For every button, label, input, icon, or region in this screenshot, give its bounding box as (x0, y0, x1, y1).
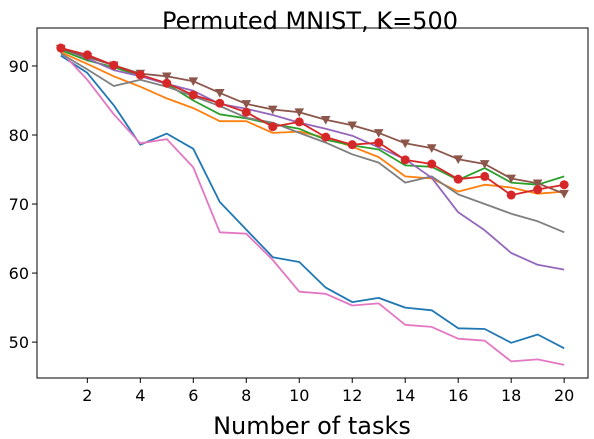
series-7-point (294, 108, 305, 118)
series-8-point (374, 138, 384, 148)
y-axis: 50 60 70 80 90 (9, 57, 37, 352)
series-line-6 (60, 47, 565, 271)
series-8-point (400, 155, 410, 165)
series-8-point (453, 174, 463, 184)
series-7-point (426, 144, 437, 153)
x-tick-label: 6 (188, 386, 198, 405)
y-tick-label: 60 (9, 264, 29, 283)
series-line-2 (60, 50, 565, 366)
series-8-point (215, 98, 225, 108)
series-8-point (294, 117, 304, 127)
y-tick-label: 80 (9, 126, 29, 145)
series-7-point (479, 160, 490, 169)
series-8-point (347, 140, 357, 150)
series-line-1 (60, 54, 565, 350)
plot-area-frame (36, 27, 589, 379)
x-tick-label: 18 (501, 386, 521, 405)
series-8-point (56, 43, 66, 53)
series-7-point (373, 129, 384, 138)
y-tick-label: 70 (9, 195, 29, 214)
x-axis-label: Number of tasks (213, 412, 411, 439)
series-8-point (188, 90, 198, 100)
x-tick-label: 14 (395, 386, 415, 405)
series-8-point (533, 185, 543, 195)
series-line-5 (60, 52, 565, 234)
series-7-point (214, 89, 225, 98)
x-tick-label: 12 (342, 386, 362, 405)
series-7-point (506, 174, 516, 184)
series-7-point (267, 105, 278, 115)
series-7-point (162, 72, 172, 82)
y-tick-label: 90 (9, 57, 29, 76)
series-8-point (241, 107, 251, 117)
x-axis: 2 4 6 8 10 12 14 16 18 20 (82, 378, 574, 405)
series-7-point (320, 115, 331, 125)
x-tick-label: 10 (289, 386, 309, 405)
x-tick-label: 16 (448, 386, 468, 405)
series-8-point (109, 60, 119, 70)
series-8-point (82, 50, 92, 60)
x-tick-label: 2 (82, 386, 92, 405)
series-8-point (321, 132, 331, 142)
series-8-point (506, 190, 516, 200)
chart-title: Permuted MNIST, K=500 (162, 7, 458, 35)
series-8-point (427, 159, 437, 169)
series-7-point (347, 121, 358, 131)
series-8-point (480, 171, 490, 181)
x-tick-label: 20 (554, 386, 574, 405)
x-tick-label: 4 (135, 386, 145, 405)
series-8-point (559, 180, 569, 190)
series-7-point (559, 189, 569, 199)
series-8-point (135, 70, 145, 80)
series-7-point (241, 100, 252, 109)
series-7-point (188, 77, 199, 86)
series-8-point (162, 78, 172, 88)
y-tick-label: 50 (9, 333, 29, 352)
series-7-point (532, 179, 543, 189)
x-tick-label: 8 (241, 386, 251, 405)
series-7-point (400, 139, 411, 149)
series-7-point (453, 155, 463, 164)
series-8-point (268, 122, 278, 132)
plot-series-group (56, 43, 569, 366)
